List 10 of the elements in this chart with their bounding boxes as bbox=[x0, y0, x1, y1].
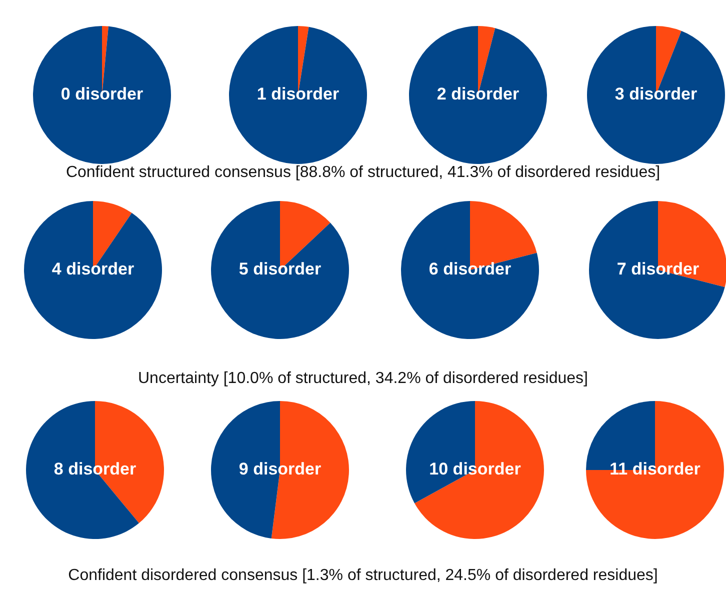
text: 5 disorder bbox=[238, 260, 322, 279]
text: Uncertainty [10.0% of structured, 34.2% of disordered residues] bbox=[136, 370, 589, 388]
text: 4 disorder bbox=[52, 260, 134, 279]
text: 6 disorder bbox=[428, 260, 512, 279]
text: Confident structured consensus [88.8% of structured, 41.3% of disordered residues] bbox=[64, 164, 662, 182]
text: 3 disorder bbox=[614, 84, 698, 104]
text: Confident disordered consensus [1.3% of structured, 24.5% of disordered residues] bbox=[67, 567, 659, 585]
text: 1 disorder bbox=[256, 84, 340, 104]
text: 2 disorder bbox=[436, 84, 520, 104]
text: 0 disorder bbox=[60, 84, 144, 104]
